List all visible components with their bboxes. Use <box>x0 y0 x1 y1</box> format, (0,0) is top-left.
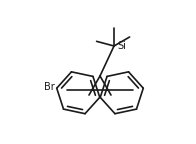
Text: Si: Si <box>117 41 126 51</box>
Text: Br: Br <box>44 82 55 92</box>
